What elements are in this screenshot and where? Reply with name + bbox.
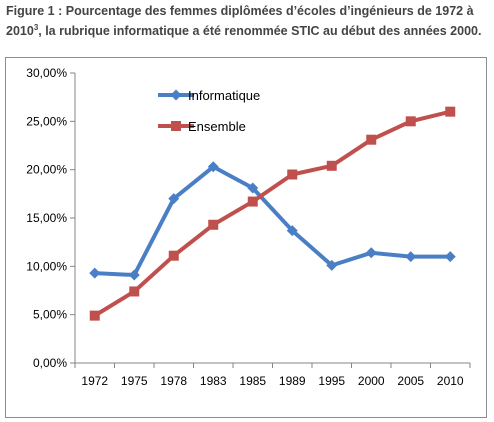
y-tick-label: 0,00% bbox=[33, 356, 67, 370]
chart-axes: 0,00% 5,00% 10,00% 15,00% 20,00% 25,00% 30,00%… bbox=[26, 66, 471, 388]
data-point-informatique bbox=[128, 269, 140, 281]
data-point-ensemble bbox=[287, 169, 298, 180]
y-tick-label: 30,00% bbox=[26, 66, 67, 80]
data-point-informatique bbox=[326, 259, 338, 271]
data-point-ensemble bbox=[129, 286, 140, 297]
y-tick-label: 15,00% bbox=[26, 211, 67, 225]
x-tick-label: 1978 bbox=[160, 374, 187, 388]
figure-caption: Figure 1 : Pourcentage des femmes diplôm… bbox=[6, 4, 490, 39]
legend-marker-informatique bbox=[170, 89, 182, 101]
x-tick-label: 2000 bbox=[358, 374, 385, 388]
y-tick-label: 10,00% bbox=[26, 259, 67, 273]
series-line-ensemble bbox=[93, 109, 451, 318]
caption-text-end: , la rubrique informatique a été renommé… bbox=[38, 23, 482, 38]
x-tick-label: 2010 bbox=[437, 374, 464, 388]
x-tick-label: 1975 bbox=[121, 374, 148, 388]
y-tick-label: 5,00% bbox=[33, 308, 67, 322]
data-point-ensemble bbox=[208, 219, 219, 230]
data-point-informatique bbox=[365, 247, 377, 259]
data-point-ensemble bbox=[445, 106, 456, 117]
legend-label-ensemble: Ensemble bbox=[188, 119, 246, 134]
data-point-informatique bbox=[247, 182, 259, 194]
x-tick-label: 2005 bbox=[397, 374, 424, 388]
data-point-ensemble bbox=[405, 116, 416, 127]
x-tick-label: 1995 bbox=[318, 374, 345, 388]
data-point-ensemble bbox=[247, 196, 258, 207]
y-tick-label: 25,00% bbox=[26, 114, 67, 128]
data-point-informatique bbox=[405, 251, 417, 263]
data-point-ensemble bbox=[366, 134, 377, 145]
chart-series bbox=[89, 106, 456, 321]
data-point-informatique bbox=[168, 193, 180, 205]
data-point-ensemble bbox=[89, 310, 100, 321]
x-tick-label: 1972 bbox=[81, 374, 108, 388]
data-point-informatique bbox=[89, 267, 101, 279]
x-tick-label: 1983 bbox=[200, 374, 227, 388]
legend-marker-ensemble bbox=[171, 121, 181, 131]
data-point-informatique bbox=[286, 225, 298, 237]
data-point-informatique bbox=[444, 251, 456, 263]
series-line-informatique bbox=[94, 164, 451, 278]
y-tick-label: 20,00% bbox=[26, 163, 67, 177]
data-point-ensemble bbox=[326, 160, 337, 171]
x-tick-label: 1989 bbox=[279, 374, 306, 388]
data-point-ensemble bbox=[168, 250, 179, 261]
chart-legend: Informatique Ensemble bbox=[158, 88, 260, 134]
legend-label-informatique: Informatique bbox=[188, 88, 260, 103]
data-point-informatique bbox=[207, 161, 219, 173]
footnote-reference[interactable]: 3 bbox=[33, 22, 39, 32]
x-tick-label: 1985 bbox=[239, 374, 266, 388]
caption-text: Figure 1 : Pourcentage des femmes diplôm… bbox=[6, 4, 474, 38]
